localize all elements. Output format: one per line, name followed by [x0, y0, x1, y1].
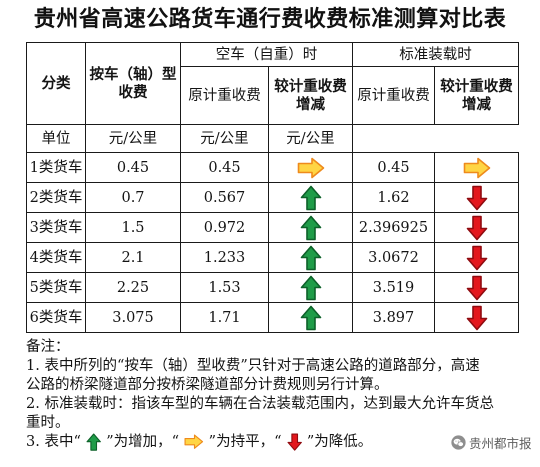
arrow-legend-line: 3. 表中“ ”为增加，“ ”为持平，“ ”为降低。 [26, 433, 494, 452]
empty-change-header-label: 较计重收费增减 [274, 78, 347, 113]
truck-class-cell: 4类货车 [26, 242, 86, 273]
empty-change-header: 较计重收费增减 [268, 66, 353, 125]
legend-decrease-text: ”为降低。 [306, 434, 373, 451]
down-arrow-icon [466, 305, 488, 331]
note-line: 2. 标准装载时：指该车型的车辆在合法装载范围内，达到最大允许车货总 [26, 396, 494, 412]
legend-increase-text: ”为增加，“ [106, 434, 180, 451]
loaded-original-fee-cell: 1.62 [352, 182, 435, 213]
truck-class-cell: 3类货车 [26, 212, 86, 243]
unit-per-axle-fee: 元/公里 [85, 124, 181, 153]
empty-original-fee-cell: 1.53 [180, 272, 269, 303]
down-arrow-icon [466, 215, 488, 241]
legend-lead-text: 3. 表中“ [26, 434, 81, 451]
down-arrow-icon [466, 275, 488, 301]
sub-header-row: 原计重收费 较计重收费增减 原计重收费 较计重收费增减 [27, 66, 519, 125]
unit-empty-original-fee: 元/公里 [180, 124, 269, 153]
loaded-change-cell [434, 242, 519, 273]
per-axle-fee-cell: 2.25 [85, 272, 181, 303]
empty-original-fee-cell: 1.233 [180, 242, 269, 273]
per-axle-fee-cell: 3.075 [85, 302, 181, 333]
up-arrow-icon [300, 185, 322, 211]
loaded-change-cell [434, 302, 519, 333]
loaded-change-header-label: 较计重收费增减 [440, 78, 513, 113]
down-arrow-icon [466, 185, 488, 211]
empty-original-fee-cell: 1.71 [180, 302, 269, 333]
up-arrow-icon [300, 215, 322, 241]
note-line: 公路的桥梁隧道部分按桥梁隧道部分计费规则另行计算。 [26, 377, 389, 393]
page-title: 贵州省高速公路货车通行费收费标准测算对比表 [33, 7, 507, 32]
notes-heading: 备注： [26, 339, 70, 355]
note-line: 1. 表中所列的“按车（轴）型收费”只针对于高速公路的道路部分，高速 [26, 358, 480, 374]
up-arrow-icon [300, 305, 322, 331]
truck-class-cell: 6类货车 [26, 302, 86, 333]
down-arrow-icon [466, 245, 488, 271]
empty-change-cell [268, 272, 353, 303]
table-row: 3类货车 1.5 0.972 2.396925 [26, 212, 519, 243]
up-arrow-icon [300, 275, 322, 301]
loaded-original-fee-cell: 3.897 [352, 302, 435, 333]
category-header: 分类 [26, 42, 86, 125]
note-line: 重时。 [26, 415, 70, 431]
empty-load-group-header: 空车（自重）时 [180, 42, 353, 67]
truck-class-cell: 5类货车 [26, 272, 86, 303]
per-axle-fee-cell: 1.5 [85, 212, 181, 243]
group-header-row: 分类 按车（轴）型收费 空车（自重）时 标准装载时 [26, 42, 519, 125]
empty-change-cell [268, 242, 353, 273]
truck-class-cell: 2类货车 [26, 182, 86, 213]
loaded-original-fee-cell: 2.396925 [352, 212, 435, 243]
empty-change-cell [268, 152, 353, 183]
empty-original-fee-header: 原计重收费 [180, 66, 269, 125]
truck-class-cell: 1类货车 [26, 152, 86, 183]
loaded-change-cell [434, 212, 519, 243]
per-axle-fee-cell: 0.7 [85, 182, 181, 213]
table-row: 6类货车 3.075 1.71 3.897 [26, 302, 519, 333]
right-arrow-icon [463, 157, 491, 179]
loaded-change-cell [434, 272, 519, 303]
per-axle-fee-header: 按车（轴）型收费 [85, 42, 181, 125]
wechat-logo-icon [451, 434, 466, 450]
loaded-change-cell [434, 152, 519, 183]
unit-label: 单位 [26, 124, 86, 153]
toll-comparison-table: 分类 按车（轴）型收费 空车（自重）时 标准装载时 原计重收费 较计重收费增减 … [26, 42, 519, 333]
down-arrow-icon [286, 433, 302, 451]
legend-flat-text: ”为持平，“ [208, 434, 282, 451]
loaded-original-fee-cell: 3.0672 [352, 242, 435, 273]
table-row: 2类货车 0.7 0.567 1.62 [26, 182, 519, 213]
per-axle-fee-header-label: 按车（轴）型收费 [89, 66, 177, 101]
watermark-text: 贵州都市报 [469, 435, 532, 451]
standard-load-group-header: 标准装载时 [352, 42, 519, 67]
loaded-change-header: 较计重收费增减 [434, 66, 519, 125]
notes: 备注： 1. 表中所列的“按车（轴）型收费”只针对于高速公路的道路部分，高速 公… [26, 338, 494, 452]
per-axle-fee-cell: 2.1 [85, 242, 181, 273]
table-row: 4类货车 2.1 1.233 3.0672 [26, 242, 519, 273]
loaded-original-fee-cell: 3.519 [352, 272, 435, 303]
up-arrow-icon [86, 433, 101, 451]
empty-change-cell [268, 302, 353, 333]
unit-loaded-original-fee: 元/公里 [268, 124, 353, 153]
empty-change-cell [268, 182, 353, 213]
empty-original-fee-cell: 0.45 [180, 152, 269, 183]
per-axle-fee-cell: 0.45 [85, 152, 181, 183]
empty-change-cell [268, 212, 353, 243]
loaded-original-fee-cell: 0.45 [352, 152, 435, 183]
watermark: 贵州都市报 [451, 433, 532, 451]
loaded-original-fee-header: 原计重收费 [352, 66, 435, 125]
empty-original-fee-cell: 0.567 [180, 182, 269, 213]
table-row: 5类货车 2.25 1.53 3.519 [26, 272, 519, 303]
unit-row: 单位 元/公里 元/公里 元/公里 [26, 124, 519, 153]
right-arrow-icon [297, 157, 325, 179]
right-arrow-icon [184, 434, 204, 450]
loaded-change-cell [434, 182, 519, 213]
up-arrow-icon [300, 245, 322, 271]
empty-original-fee-cell: 0.972 [180, 212, 269, 243]
table-row: 1类货车 0.45 0.45 0.45 [26, 152, 519, 183]
